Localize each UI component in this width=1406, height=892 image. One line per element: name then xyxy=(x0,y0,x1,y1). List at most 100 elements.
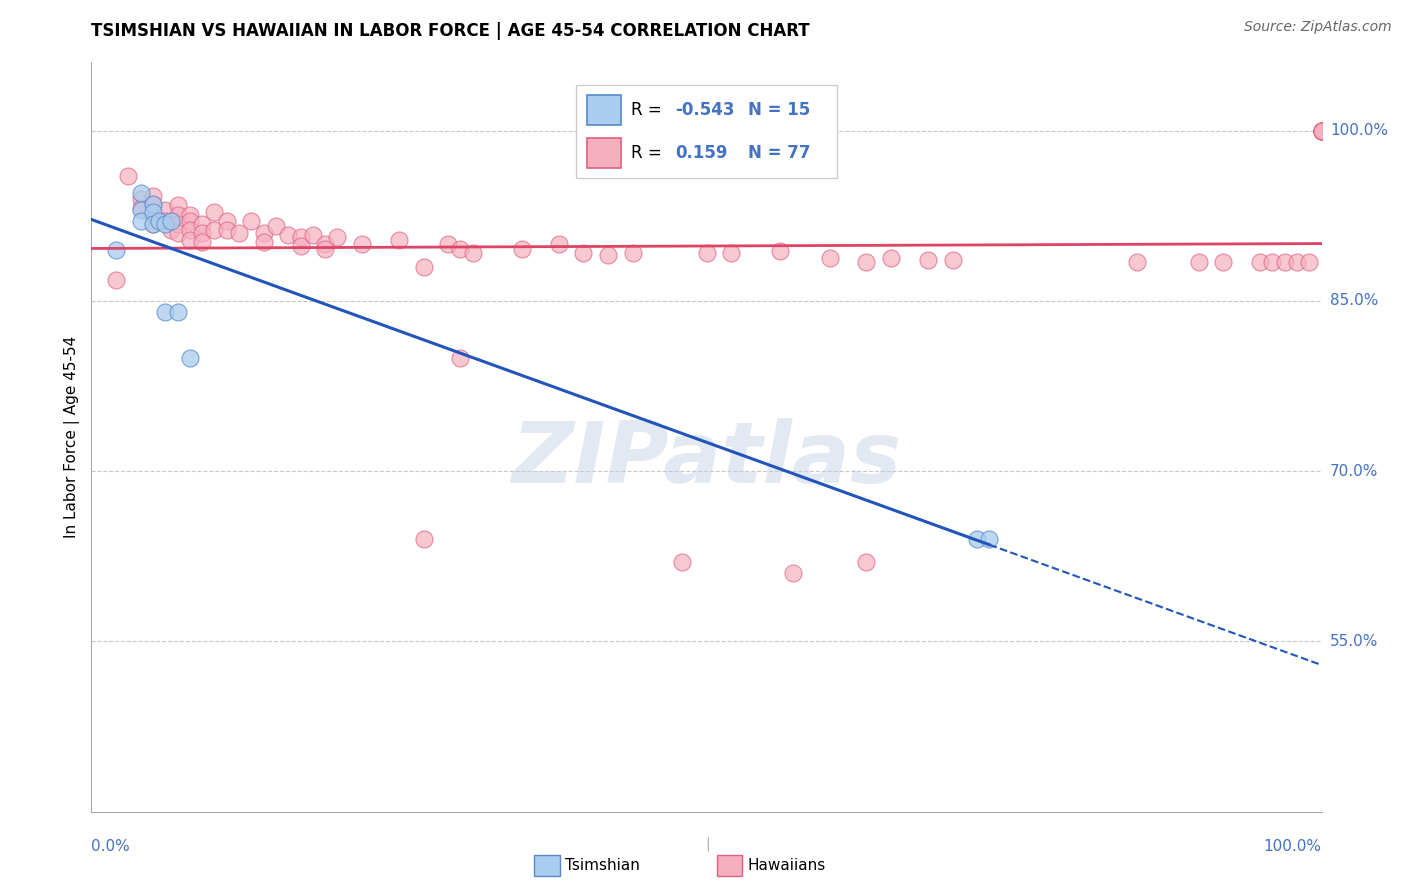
Text: R =: R = xyxy=(631,145,672,162)
Point xyxy=(1249,255,1271,269)
Point xyxy=(621,246,644,260)
Point xyxy=(253,235,276,249)
Point xyxy=(388,233,411,247)
Text: N = 77: N = 77 xyxy=(748,145,811,162)
Text: Source: ZipAtlas.com: Source: ZipAtlas.com xyxy=(1244,20,1392,34)
Text: N = 15: N = 15 xyxy=(748,101,810,119)
Point xyxy=(917,252,939,267)
Text: R =: R = xyxy=(631,101,666,119)
Point xyxy=(142,189,165,203)
Point xyxy=(1274,255,1296,269)
Point xyxy=(547,237,569,252)
Point xyxy=(240,214,263,228)
Point xyxy=(179,214,201,228)
Point xyxy=(449,351,471,365)
Point xyxy=(437,237,460,252)
Point xyxy=(1310,123,1333,137)
Point xyxy=(148,214,170,228)
Point xyxy=(160,223,183,237)
Text: 100.0%: 100.0% xyxy=(1264,839,1322,855)
Point xyxy=(191,226,214,240)
Point xyxy=(166,226,188,240)
Point xyxy=(142,197,165,211)
Text: 70.0%: 70.0% xyxy=(1330,464,1378,479)
Point xyxy=(129,202,152,217)
Point xyxy=(142,217,165,231)
Point xyxy=(412,260,434,274)
Point xyxy=(1310,123,1333,137)
Point xyxy=(314,237,336,252)
Point xyxy=(166,208,188,222)
Point xyxy=(510,242,533,256)
Point xyxy=(153,202,177,217)
Point xyxy=(142,198,165,212)
Point xyxy=(129,201,152,215)
Y-axis label: In Labor Force | Age 45-54: In Labor Force | Age 45-54 xyxy=(65,336,80,538)
Point xyxy=(1187,255,1209,269)
Point xyxy=(191,217,214,231)
Point xyxy=(572,246,595,260)
Point xyxy=(290,239,312,253)
Point xyxy=(215,214,238,228)
FancyBboxPatch shape xyxy=(576,85,837,178)
Text: |: | xyxy=(704,837,710,851)
Point xyxy=(1310,123,1333,137)
Point xyxy=(179,223,201,237)
Point xyxy=(1126,255,1149,269)
Text: 0.159: 0.159 xyxy=(675,145,728,162)
Point xyxy=(105,243,127,257)
Point xyxy=(1261,255,1284,269)
Point xyxy=(1212,255,1234,269)
Point xyxy=(326,230,349,244)
Point xyxy=(352,237,374,252)
Point xyxy=(160,214,183,228)
Point xyxy=(215,223,238,237)
Point xyxy=(179,208,201,222)
Point xyxy=(880,251,903,265)
Point xyxy=(202,223,225,237)
FancyBboxPatch shape xyxy=(586,138,620,168)
Point xyxy=(979,533,1001,547)
Point xyxy=(191,235,214,249)
Point xyxy=(153,305,177,319)
Point xyxy=(290,230,312,244)
Point xyxy=(129,186,152,200)
Text: ZIPatlas: ZIPatlas xyxy=(512,418,901,501)
Point xyxy=(941,252,963,267)
Point xyxy=(782,566,804,581)
Point xyxy=(1310,123,1333,137)
Point xyxy=(449,242,471,256)
Point xyxy=(277,227,299,242)
Point xyxy=(671,555,693,569)
Point xyxy=(818,251,841,265)
Point xyxy=(1310,123,1333,137)
Text: Tsimshian: Tsimshian xyxy=(565,858,640,872)
Point xyxy=(461,246,484,260)
Point xyxy=(966,533,988,547)
Text: 100.0%: 100.0% xyxy=(1330,123,1388,138)
Text: 55.0%: 55.0% xyxy=(1330,634,1378,648)
Point xyxy=(105,273,127,287)
Point xyxy=(179,351,201,365)
Text: TSIMSHIAN VS HAWAIIAN IN LABOR FORCE | AGE 45-54 CORRELATION CHART: TSIMSHIAN VS HAWAIIAN IN LABOR FORCE | A… xyxy=(91,22,810,40)
Point xyxy=(301,227,323,242)
Text: 85.0%: 85.0% xyxy=(1330,293,1378,309)
Point xyxy=(253,226,276,240)
Point xyxy=(1285,255,1308,269)
Point xyxy=(596,248,619,262)
Point xyxy=(166,217,188,231)
Text: 0.0%: 0.0% xyxy=(91,839,131,855)
Point xyxy=(179,233,201,247)
Point xyxy=(129,192,152,206)
Point xyxy=(412,533,434,547)
Text: -0.543: -0.543 xyxy=(675,101,735,119)
Point xyxy=(202,205,225,219)
Point xyxy=(228,226,250,240)
Point xyxy=(142,205,165,219)
Point xyxy=(166,198,188,212)
Point xyxy=(1310,123,1333,137)
Point xyxy=(855,255,877,269)
Text: Hawaiians: Hawaiians xyxy=(748,858,827,872)
Point xyxy=(166,305,188,319)
Point xyxy=(1310,123,1333,137)
